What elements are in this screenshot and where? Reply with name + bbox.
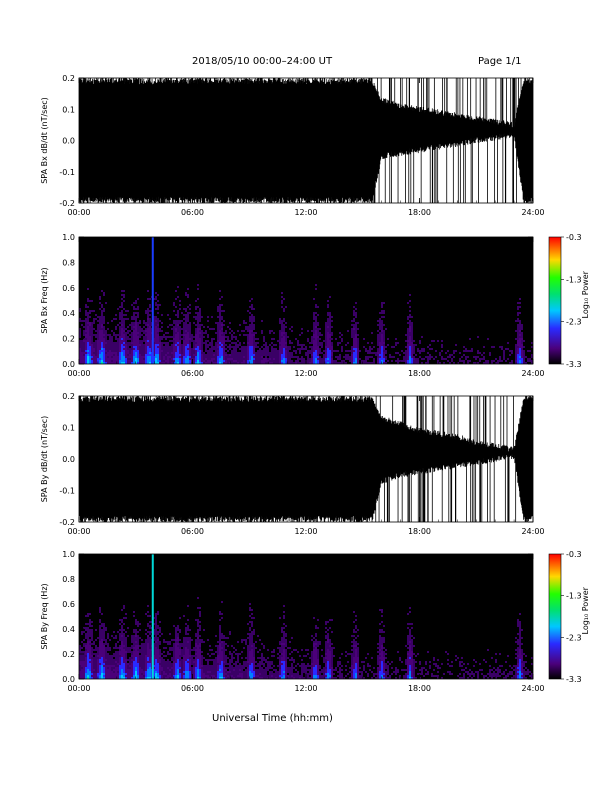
- colorbar-tick-label: -0.3: [566, 233, 582, 242]
- colorbar: [548, 553, 562, 680]
- x-tick-label: 12:00: [294, 684, 317, 693]
- x-tick-label: 18:00: [408, 684, 431, 693]
- x-tick-label: 06:00: [181, 208, 204, 217]
- plot-area-by_spectrogram: [79, 554, 533, 679]
- colorbar-tick-label: -3.3: [566, 360, 582, 369]
- x-tick-label: 24:00: [521, 208, 544, 217]
- x-tick-label: 24:00: [521, 684, 544, 693]
- y-tick-label: 0.2: [62, 650, 75, 659]
- colorbar-tick-label: -2.3: [566, 633, 582, 642]
- y-axis-label: SPA By dB/dt (nT/sec): [40, 416, 49, 503]
- y-axis-label: SPA Bx Freq (Hz): [40, 267, 49, 333]
- x-tick-label: 18:00: [408, 208, 431, 217]
- plot-area-bx_waveform: [79, 78, 533, 203]
- colorbar: [548, 236, 562, 365]
- x-axis-label: Universal Time (hh:mm): [212, 713, 333, 724]
- colorbar-tick-label: -1.3: [566, 275, 582, 284]
- spectrogram-cells: [79, 284, 533, 364]
- colorbar-tick-label: -1.3: [566, 592, 582, 601]
- colorbar-tick-label: -2.3: [566, 318, 582, 327]
- x-tick-label: 24:00: [521, 527, 544, 536]
- y-tick-label: 0.4: [62, 309, 75, 318]
- y-tick-label: 0.0: [62, 360, 75, 369]
- panels-group: 00:00 06:00 12:00 18:00 24:00 -0.2 -0.1 0.0 0.1 0…: [40, 74, 590, 693]
- colorbar-label: Log₁₀ Power: [581, 586, 590, 634]
- page-indicator: Page 1/1: [478, 56, 521, 67]
- spectrogram-cells: [79, 597, 533, 679]
- x-tick-label: 12:00: [294, 208, 317, 217]
- x-tick-label: 12:00: [294, 369, 317, 378]
- y-tick-label: 0.4: [62, 625, 75, 634]
- x-tick-label: 00:00: [67, 369, 90, 378]
- waveform-trace: [79, 78, 533, 203]
- plot-title: 2018/05/10 00:00–24:00 UT: [192, 56, 333, 67]
- x-tick-label: 06:00: [181, 684, 204, 693]
- y-tick-label: 0.8: [62, 258, 75, 267]
- x-tick-label: 00:00: [67, 684, 90, 693]
- plot-area-by_waveform: [79, 396, 533, 522]
- x-tick-label: 12:00: [294, 527, 317, 536]
- x-tick-label: 00:00: [67, 208, 90, 217]
- x-tick-label: 24:00: [521, 369, 544, 378]
- x-tick-label: 00:00: [67, 527, 90, 536]
- y-tick-label: -0.1: [59, 168, 75, 177]
- y-tick-label: 1.0: [62, 550, 75, 559]
- colorbar-tick-label: -0.3: [566, 550, 582, 559]
- plot-area-bx_spectrogram: [79, 237, 533, 364]
- y-tick-label: 0.2: [62, 335, 75, 344]
- y-tick-label: 0.1: [62, 424, 75, 433]
- y-tick-label: 0.6: [62, 600, 75, 609]
- x-tick-label: 18:00: [408, 527, 431, 536]
- y-tick-label: -0.2: [59, 199, 75, 208]
- colorbar-tick-label: -3.3: [566, 675, 582, 684]
- y-tick-label: 0.0: [62, 455, 75, 464]
- y-tick-label: 0.2: [62, 74, 75, 83]
- x-tick-label: 06:00: [181, 527, 204, 536]
- x-tick-label: 18:00: [408, 369, 431, 378]
- y-tick-label: 0.0: [62, 675, 75, 684]
- y-axis-label: SPA Bx dB/dt (nT/sec): [40, 97, 49, 184]
- y-tick-label: -0.1: [59, 487, 75, 496]
- panel-bx_waveform: 00:00 06:00 12:00 18:00 24:00 -0.2 -0.1 0.0 0.1 0…: [40, 74, 545, 217]
- y-tick-label: 0.8: [62, 575, 75, 584]
- panel-bx_spectrogram: -0.3 -1.3 -2.3 -3.3 Log₁₀ Power 00:00 06:00 12:…: [40, 233, 590, 378]
- y-tick-label: 0.0: [62, 137, 75, 146]
- y-axis-label: SPA By Freq (Hz): [40, 583, 49, 649]
- y-tick-label: 0.6: [62, 284, 75, 293]
- y-tick-label: 0.1: [62, 105, 75, 114]
- colorbar-label: Log₁₀ Power: [581, 270, 590, 318]
- waveform-trace: [79, 396, 533, 522]
- panel-by_waveform: 00:00 06:00 12:00 18:00 24:00 -0.2 -0.1 0.0 0.1 0…: [40, 392, 545, 536]
- y-tick-label: 1.0: [62, 233, 75, 242]
- y-tick-label: 0.2: [62, 392, 75, 401]
- panel-by_spectrogram: -0.3 -1.3 -2.3 -3.3 Log₁₀ Power 00:00 06:00 12:…: [40, 550, 590, 693]
- y-tick-label: -0.2: [59, 518, 75, 527]
- x-tick-label: 06:00: [181, 369, 204, 378]
